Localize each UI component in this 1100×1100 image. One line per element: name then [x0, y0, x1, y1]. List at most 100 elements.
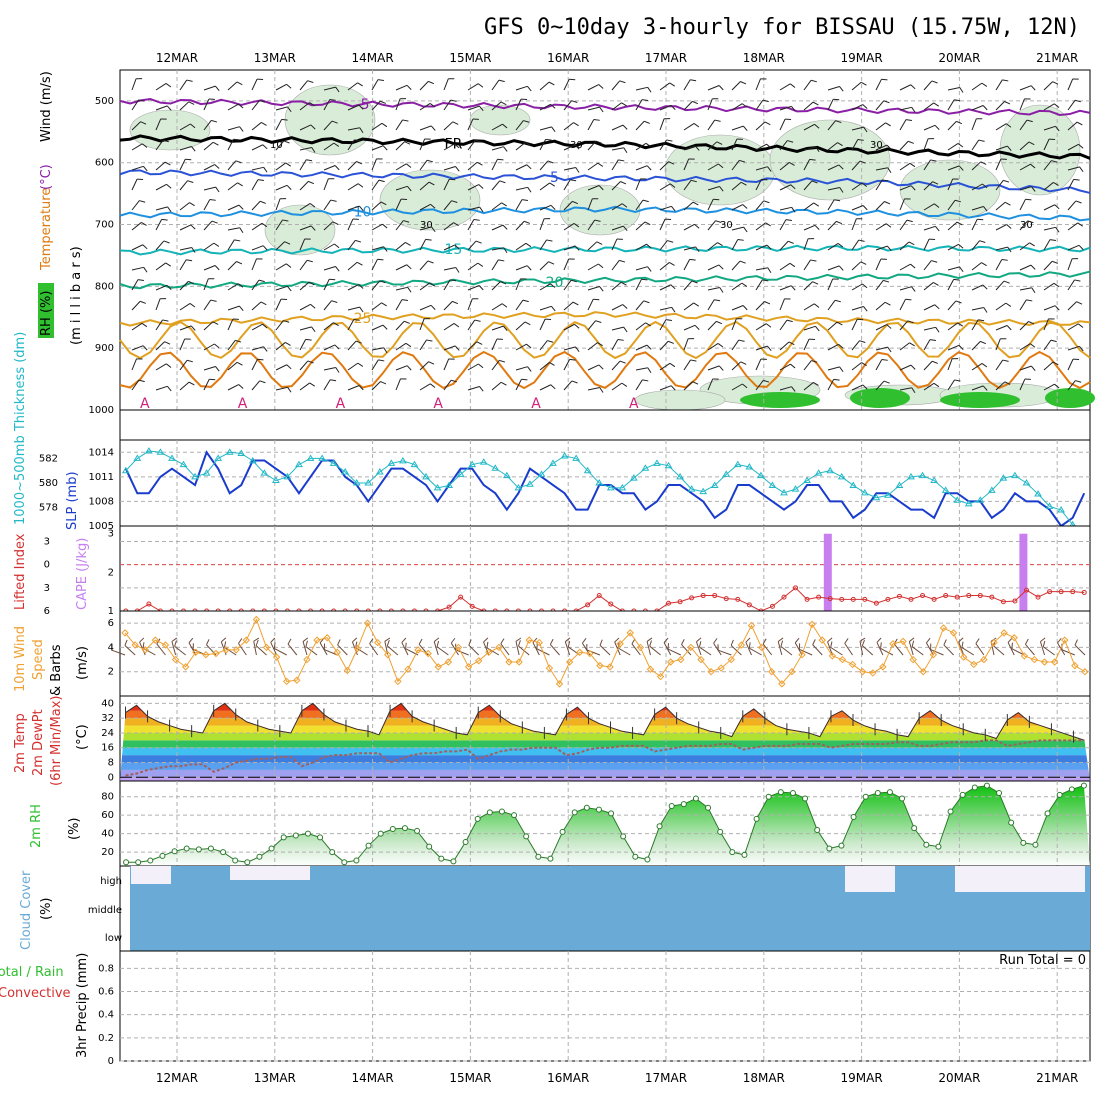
wind10m-marker	[161, 641, 170, 649]
precip-panel: 00.20.40.60.8 Total / Rain Convective 3h…	[0, 950, 1091, 1067]
wind-barb	[395, 264, 408, 271]
wind10m-barb	[270, 642, 278, 656]
wind-barb	[995, 224, 1007, 231]
wind10m-marker	[404, 665, 412, 673]
wind-barb	[899, 140, 909, 151]
wind-barb-flag	[503, 247, 508, 254]
warm-isotherm-line	[119, 320, 1091, 360]
thickness-marker	[699, 487, 708, 495]
wind-barb-flag	[906, 219, 913, 223]
thickness-marker	[572, 454, 581, 461]
wind10m-barb-flag	[925, 637, 931, 644]
lifted-index-marker	[873, 600, 879, 606]
wind-barb-flag	[210, 299, 217, 302]
wind-barb	[155, 219, 163, 231]
wind-barb	[971, 341, 981, 351]
wind10m-barb	[324, 649, 338, 656]
wind-barb-flag	[905, 119, 913, 122]
wind-barb	[299, 159, 307, 171]
wind-barb-flag	[619, 259, 626, 263]
wind-barb	[971, 183, 983, 191]
wind-barb	[611, 304, 623, 311]
wind-barb-flag	[142, 244, 148, 250]
bottom-date-label: 20MAR	[938, 1071, 980, 1085]
wind-barb	[659, 104, 672, 111]
tick-label: 2	[108, 567, 114, 578]
wind-barb-flag	[1028, 321, 1035, 325]
wind-barb-flag	[570, 279, 577, 283]
wind10m-marker	[707, 668, 715, 676]
tick-label: 582	[39, 453, 58, 464]
lifted-index-marker	[850, 596, 856, 602]
wind10m-speed-label: Speed	[31, 639, 46, 680]
wind-barb	[563, 122, 574, 131]
wind10m-barb	[386, 645, 399, 656]
lifted-index-marker	[585, 602, 591, 608]
wind-barb	[899, 387, 912, 391]
wind-barb-flag	[1075, 380, 1082, 383]
tick-label: 1005	[89, 521, 114, 532]
wind-barb	[155, 363, 167, 371]
rh-contour-label: 30	[870, 140, 883, 151]
wind-barb-flag	[621, 203, 628, 208]
wind-barb	[179, 338, 186, 351]
wind-barb	[995, 338, 1001, 351]
wind-barb	[947, 344, 960, 351]
wind-barb	[515, 199, 523, 211]
wind-barb-flag	[142, 345, 148, 351]
wind-barb	[851, 126, 864, 131]
wind-barb-flag	[809, 158, 816, 161]
thickness-marker	[687, 485, 696, 492]
wind-barb	[731, 160, 740, 171]
wind-barb-flag	[356, 161, 363, 165]
wind-barb-flag	[454, 244, 460, 250]
wind-barb	[947, 178, 954, 191]
wind-barb	[1067, 380, 1076, 391]
thickness-marker	[733, 460, 742, 468]
wind-barb	[1067, 244, 1080, 251]
tick-label: 24	[101, 728, 114, 739]
wind10m-marker	[384, 651, 392, 659]
wind-barb-flag	[739, 159, 746, 163]
wind-barb	[587, 320, 596, 331]
wind-barb	[995, 325, 1008, 331]
wind10m-marker	[879, 663, 887, 671]
wind10m-barb-flag	[384, 637, 391, 642]
wind-barb	[275, 364, 288, 371]
thickness-marker	[352, 479, 361, 486]
wind-barb-flag	[405, 242, 411, 246]
wind-barb-flag	[425, 238, 432, 241]
wind-barb	[683, 280, 693, 291]
wind-barb	[371, 259, 378, 271]
wind-barb	[299, 238, 306, 251]
wind-barb	[1019, 220, 1029, 231]
wind-barb-flag	[690, 79, 697, 82]
wind-barb	[947, 243, 959, 251]
wind-barb-flag	[692, 381, 699, 385]
wind-barb	[203, 366, 216, 371]
wind-barb	[827, 379, 835, 391]
wind-barb	[155, 262, 167, 271]
lifted-index-marker	[1035, 594, 1041, 600]
wind10m-barb	[911, 646, 924, 656]
wind-barb-flag	[570, 179, 577, 182]
wind-barb	[995, 280, 1005, 291]
wind-barb	[587, 106, 600, 111]
wind-barb	[395, 220, 404, 231]
wind-barb-flag	[479, 386, 484, 392]
wind-barb	[179, 202, 190, 211]
wind-barb	[851, 239, 860, 251]
wind-barb-flag	[380, 381, 387, 385]
wind10m-barb	[695, 641, 702, 656]
wind-barb	[659, 284, 672, 291]
wind-barb-flag	[982, 183, 988, 189]
wind-barb-flag	[526, 164, 532, 170]
wind-barb	[443, 279, 451, 291]
wind-barb	[395, 198, 402, 211]
wind-barb	[155, 118, 162, 131]
wind-barb	[395, 286, 408, 291]
wind-barb	[755, 179, 762, 191]
wind10m-barb-flag	[253, 637, 260, 642]
wind-barb	[131, 300, 141, 311]
wind-barb-flag	[165, 363, 172, 368]
